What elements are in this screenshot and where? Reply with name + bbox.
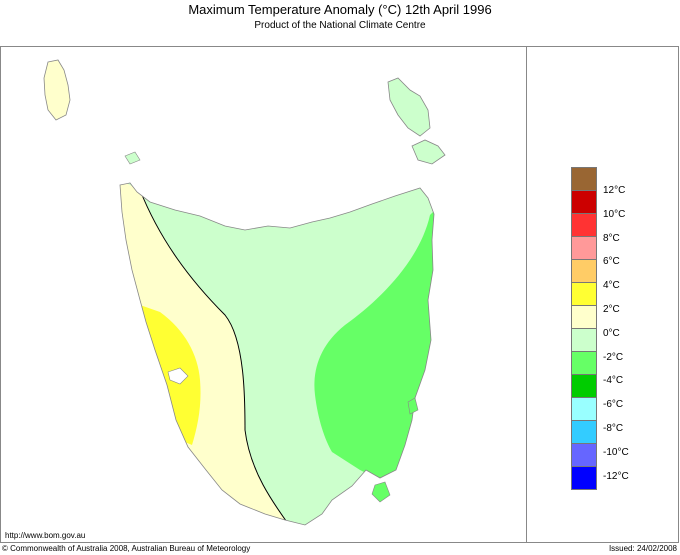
legend-label: 10°C [603, 208, 626, 220]
map-subtitle: Product of the National Climate Centre [254, 20, 426, 31]
legend-swatch [571, 420, 597, 444]
legend-label: -2°C [603, 351, 624, 363]
legend-swatch [571, 167, 597, 191]
maria-island [407, 397, 419, 415]
legend-label: 8°C [603, 232, 620, 244]
legend-swatch [571, 282, 597, 306]
legend-swatch [571, 328, 597, 352]
legend-label: -8°C [603, 423, 624, 434]
map-title: Maximum Temperature Anomaly (°C) 12th Ap… [188, 2, 492, 17]
legend-label: -12°C [603, 470, 629, 482]
legend-swatch [571, 443, 597, 467]
website-url[interactable]: http://www.bom.gov.au [5, 531, 86, 540]
macquarie-harbour [167, 367, 189, 385]
legend-swatch [571, 236, 597, 260]
legend-label: -4°C [603, 375, 624, 387]
robbins-island [124, 151, 141, 165]
zone-boundary [139, 189, 301, 525]
legend-swatch [571, 397, 597, 421]
legend-label: 12°C [603, 185, 626, 196]
color-legend: 12°C 10°C 8°C 6°C 4°C 2°C 0°C -2°C -4°C -6°C -8°C -… [571, 167, 629, 490]
legend-label: -10°C [603, 446, 629, 458]
bruny-island [371, 481, 391, 503]
legend-swatch [571, 213, 597, 237]
legend-label: 6°C [603, 256, 620, 268]
legend-swatch [571, 259, 597, 283]
copyright-text: © Commonwealth of Australia 2008, Austra… [2, 544, 251, 553]
legend-swatch [571, 190, 597, 214]
map-frame [0, 46, 679, 543]
legend-label: -6°C [603, 399, 624, 411]
legend-swatch [571, 351, 597, 375]
legend-swatch [571, 305, 597, 329]
flinders-island [387, 77, 431, 137]
legend-label: 0°C [603, 327, 620, 339]
legend-label: 4°C [603, 280, 620, 292]
issued-date: Issued: 24/02/2008 [608, 544, 677, 553]
legend-label: 2°C [603, 304, 620, 315]
legend-swatch [571, 374, 597, 398]
cape-barren-island [411, 139, 446, 165]
legend-swatch [571, 466, 597, 490]
king-island [43, 59, 71, 121]
legend-divider [526, 46, 527, 543]
